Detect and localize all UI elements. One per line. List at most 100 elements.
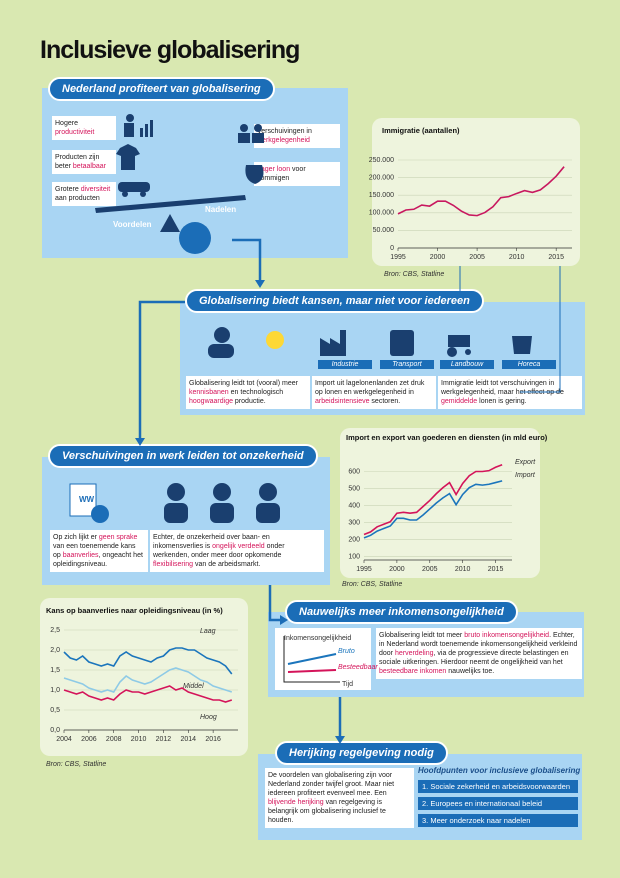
highlight: diversiteit [80,186,111,193]
arrowheads [135,280,345,744]
text: , via de progressieve directe belastinge… [379,650,569,666]
y-tick-label: 2,5 [50,627,60,634]
y-tick-label: 250.000 [369,157,394,164]
series-label: Import [515,472,536,479]
highlight: blijvende herijking [268,799,324,806]
benefit: Hogere productiviteit [52,116,116,140]
text: Import uit lagelonenlanden zet druk op l… [315,380,425,396]
y-tick-label: 0,5 [50,707,60,714]
text: voor sommigen [257,166,306,182]
diagram-y-label: Inkomensongelijkheid [284,635,351,642]
scale-label: Voordelen [113,220,152,229]
paragraph: Op zich lijkt er geen sprake van een toe… [50,530,148,572]
sector-label: Horeca [502,360,556,369]
benefit: Grotere diversiteit aan producten [52,182,116,206]
text: en technologisch [228,389,284,396]
series-label: Middel [183,683,204,690]
line [363,480,503,539]
key-point: 1. Sociale zekerheid en arbeidsvoorwaard… [418,780,578,793]
diagram-line-label: Bruto [338,648,355,655]
text: lonen is gering. [477,398,527,405]
sector-label: Transport [380,360,434,369]
highlight: gemiddelde [441,398,478,405]
chart-title: Immigratie (aantallen) [382,126,460,135]
x-tick-label: 2010 [509,254,525,261]
highlight: hoogwaardige [189,398,233,405]
connectors [138,238,561,738]
series-label: Hoog [200,714,217,721]
y-tick-label: 0,0 [50,727,60,734]
y-tick-label: 0 [390,245,394,252]
diagram-line-label: Besteedbaar [338,664,378,671]
y-tick-label: 100.000 [369,210,394,217]
x-tick-label: 2008 [106,736,122,743]
text: De voordelen van globalisering zijn voor… [268,772,395,797]
section-heading: Verschuivingen in werk leiden tot onzeke… [48,444,318,468]
highlight: werkgelegenheid [257,137,310,144]
text: Hogere [55,120,78,127]
text: sectoren. [369,398,401,405]
text: Globalisering leidt tot (vooral) meer [189,380,298,387]
text: Globalisering leidt tot meer [379,632,465,639]
line [63,667,233,693]
text: Immigratie leidt tot verschuivingen in w… [441,380,564,396]
x-tick-label: 2010 [455,566,471,573]
text: , ongeacht het opleidingsniveau. [53,552,143,568]
highlight: flexibilisering [153,561,194,568]
paragraph: Import uit lagelonenlanden zet druk op l… [312,376,436,409]
icons [69,114,532,690]
section-heading: Nauwelijks meer inkomensongelijkheid [285,600,518,624]
y-tick-label: 50.000 [373,227,395,234]
key-points-title: Hoofdpunten voor inclusieve globaliserin… [418,766,581,775]
text: Grotere [55,186,81,193]
text: Producten zijn beter [55,154,100,170]
highlight: geen sprake [98,534,138,541]
y-tick-label: 300 [348,519,360,526]
section-heading: Globalisering biedt kansen, maar niet vo… [185,289,484,313]
highlight: Lager loon [257,166,291,173]
section-heading: Herijking regelgeving nodig [275,741,448,765]
sector-label: Industrie [318,360,372,369]
text: Verschuivingen in [257,128,312,135]
source: Bron: CBS, Statline [342,581,402,588]
line [397,166,565,217]
chart-title: Kans op baanverlies naar opleidingsnivea… [46,606,223,615]
paragraph: Globalisering leidt tot (vooral) meer ke… [186,376,310,409]
x-tick-label: 2016 [205,736,221,743]
x-tick-label: 1995 [356,566,372,573]
chart-title: Import en export van goederen en dienste… [346,433,548,442]
paragraph: Globalisering leidt tot meer bruto inkom… [376,628,582,679]
highlight: bruto inkomensongelijkheid [464,632,550,639]
highlight: kennisbanen [189,389,229,396]
x-tick-label: 1995 [390,254,406,261]
section-heading: Nederland profiteert van globalisering [48,77,275,101]
y-tick-label: 1,0 [50,687,60,694]
sector-label: Landbouw [440,360,494,369]
text: onder werkenden, onder meer door opkomen… [153,543,285,559]
benefit: Producten zijn beter betaalbaar [52,150,116,174]
x-tick-label: 2010 [131,736,147,743]
diagram-x-label: Tijd [342,681,353,688]
text: Op zich lijkt er [53,534,99,541]
x-tick-label: 2004 [56,736,72,743]
source: Bron: CBS, Statline [384,271,444,278]
y-tick-label: 150.000 [369,192,394,199]
text: aan producten [55,195,100,202]
line [63,685,233,703]
text: . Echter, in Nederland wordt toenemende … [379,632,578,657]
highlight: herverdeling [394,650,434,657]
y-tick-label: 400 [348,502,360,509]
highlight: productiviteit [55,129,95,136]
paragraph: De voordelen van globalisering zijn voor… [265,768,414,828]
y-tick-label: 600 [348,468,360,475]
highlight: besteedbare inkomen [379,668,447,675]
key-point: 3. Meer onderzoek naar nadelen [418,814,578,827]
x-tick-label: 2005 [469,254,485,261]
x-tick-label: 2015 [488,566,504,573]
x-tick-label: 2000 [389,566,405,573]
source: Bron: CBS, Statline [46,761,106,768]
y-tick-label: 200.000 [369,174,394,181]
text: van een toenemende kans op [53,543,136,559]
key-point: 2. Europees en internationaal beleid [418,797,578,810]
